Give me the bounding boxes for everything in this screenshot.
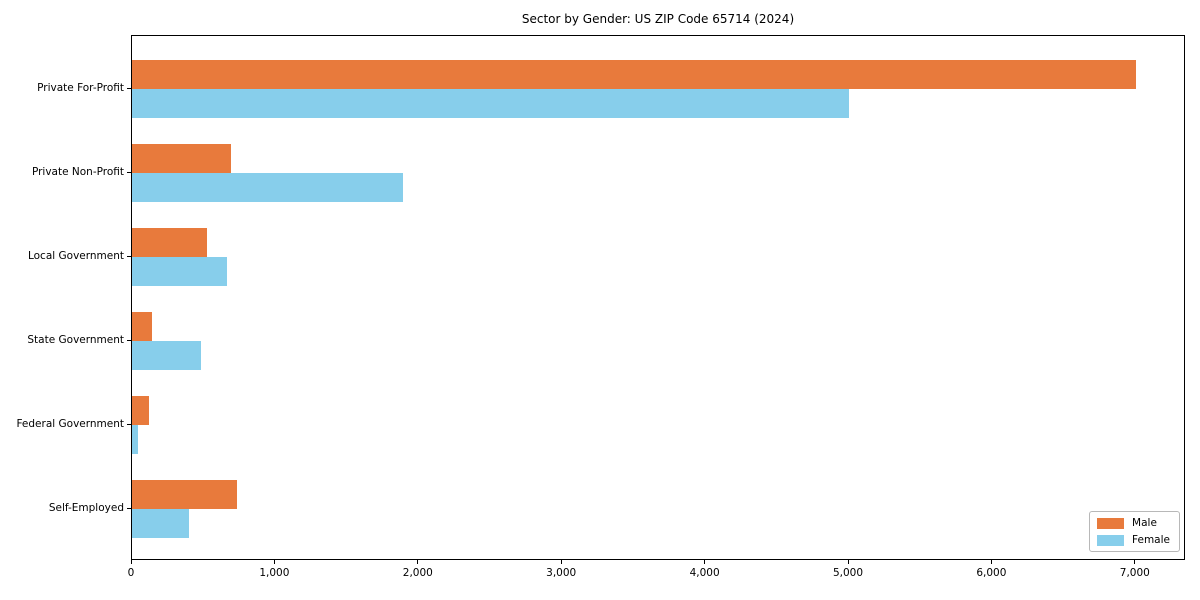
bar-male-federal-government	[132, 396, 150, 425]
y-tick-mark	[127, 88, 131, 89]
y-tick-mark	[127, 340, 131, 341]
x-tick-mark	[130, 560, 132, 564]
y-tick-label-local-government: Local Government	[27, 250, 124, 262]
x-tick-mark	[273, 560, 275, 564]
y-tick-label-private-for-profit: Private For-Profit	[37, 82, 124, 94]
x-tick-label-3-000: 3,000	[546, 567, 577, 579]
legend-label-male: Male	[1132, 517, 1157, 529]
x-tick-label-2-000: 2,000	[402, 567, 433, 579]
legend-swatch-male	[1097, 517, 1125, 529]
chart-title: Sector by Gender: US ZIP Code 65714 (202…	[521, 12, 795, 26]
legend-item-male: Male	[1097, 517, 1170, 529]
plot-area: Male Female	[131, 35, 1185, 560]
x-tick-label-4-000: 4,000	[689, 567, 720, 579]
x-tick-mark	[704, 560, 706, 564]
y-tick-label-private-non-profit: Private Non-Profit	[31, 166, 124, 178]
bar-male-local-government	[132, 228, 207, 257]
bar-male-state-government	[132, 312, 153, 341]
x-tick-mark	[560, 560, 562, 564]
x-tick-label-0: 0	[127, 567, 135, 579]
bar-female-private-for-profit	[132, 89, 849, 118]
y-tick-mark	[127, 424, 131, 425]
bar-female-local-government	[132, 257, 227, 286]
bar-female-federal-government	[132, 425, 138, 454]
legend: Male Female	[1089, 511, 1180, 552]
x-tick-mark	[990, 560, 992, 564]
x-tick-mark	[1134, 560, 1136, 564]
legend-swatch-female	[1097, 534, 1125, 546]
x-tick-label-7-000: 7,000	[1119, 567, 1150, 579]
y-tick-mark	[127, 172, 131, 173]
bar-female-state-government	[132, 341, 201, 370]
bar-female-self-employed	[132, 509, 190, 538]
x-tick-mark	[847, 560, 849, 564]
x-tick-mark	[417, 560, 419, 564]
y-tick-mark	[127, 508, 131, 509]
bar-male-private-for-profit	[132, 60, 1136, 89]
bar-male-private-non-profit	[132, 144, 231, 173]
bar-female-private-non-profit	[132, 173, 403, 202]
x-tick-label-6-000: 6,000	[976, 567, 1007, 579]
y-tick-label-state-government: State Government	[27, 334, 124, 346]
y-tick-label-self-employed: Self-Employed	[48, 502, 124, 514]
bar-male-self-employed	[132, 480, 237, 509]
x-tick-label-1-000: 1,000	[259, 567, 290, 579]
y-tick-mark	[127, 256, 131, 257]
legend-label-female: Female	[1132, 534, 1170, 546]
y-tick-label-federal-government: Federal Government	[16, 418, 124, 430]
legend-item-female: Female	[1097, 534, 1170, 546]
x-tick-label-5-000: 5,000	[832, 567, 864, 579]
